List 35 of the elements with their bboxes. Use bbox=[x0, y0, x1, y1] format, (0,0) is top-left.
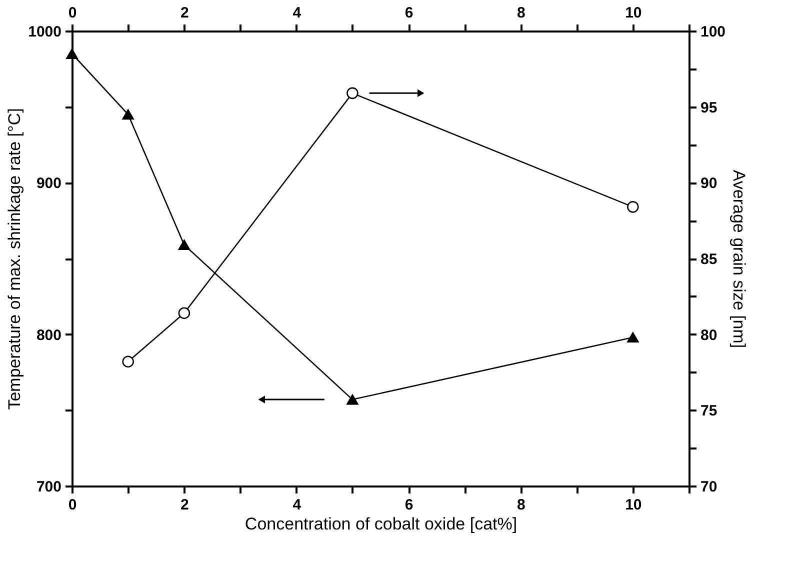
x-tick-label: 2 bbox=[180, 496, 189, 514]
y-tick-label: 900 bbox=[36, 175, 62, 192]
x2-tick-label: 8 bbox=[517, 4, 526, 22]
x2-tick-label: 4 bbox=[292, 4, 302, 22]
x-tick-label: 10 bbox=[625, 496, 642, 514]
point bbox=[627, 201, 639, 213]
x2-tick-label: 0 bbox=[68, 4, 77, 22]
y-tick-label: 1000 bbox=[28, 24, 62, 40]
y2-tick-label: 70 bbox=[700, 478, 718, 496]
x-tick-label: 8 bbox=[517, 496, 526, 514]
x-tick-label: 6 bbox=[404, 496, 414, 514]
point bbox=[178, 307, 190, 319]
x2-tick-label: 6 bbox=[404, 4, 414, 22]
x-tick-label: 4 bbox=[292, 496, 302, 514]
y-tick-label: 800 bbox=[36, 326, 62, 344]
point bbox=[627, 332, 639, 343]
y-tick-label: 700 bbox=[36, 478, 62, 496]
y2-tick-label: 85 bbox=[700, 251, 718, 268]
y2-tick-label: 90 bbox=[700, 175, 718, 192]
y2-tick-label: 75 bbox=[700, 402, 718, 420]
y2-tick-label: 80 bbox=[700, 326, 718, 344]
y2-tick-label: 95 bbox=[700, 99, 718, 116]
point bbox=[122, 109, 134, 120]
x2-tick-label: 10 bbox=[625, 4, 642, 22]
point bbox=[178, 240, 190, 250]
point bbox=[346, 87, 358, 100]
x-axis-title: Concentration of cobalt oxide [cat%] bbox=[244, 514, 518, 534]
point bbox=[66, 48, 78, 59]
y2-axis-title: Average grain size [nm] bbox=[730, 170, 749, 348]
point bbox=[346, 394, 358, 405]
x-tick-label: 0 bbox=[68, 496, 77, 514]
point bbox=[122, 356, 134, 368]
x2-tick-label: 2 bbox=[180, 4, 189, 22]
y-axis-title: Temperature of max. shrinkage rate [°C] bbox=[5, 108, 24, 410]
y2-tick-label: 100 bbox=[700, 24, 726, 40]
